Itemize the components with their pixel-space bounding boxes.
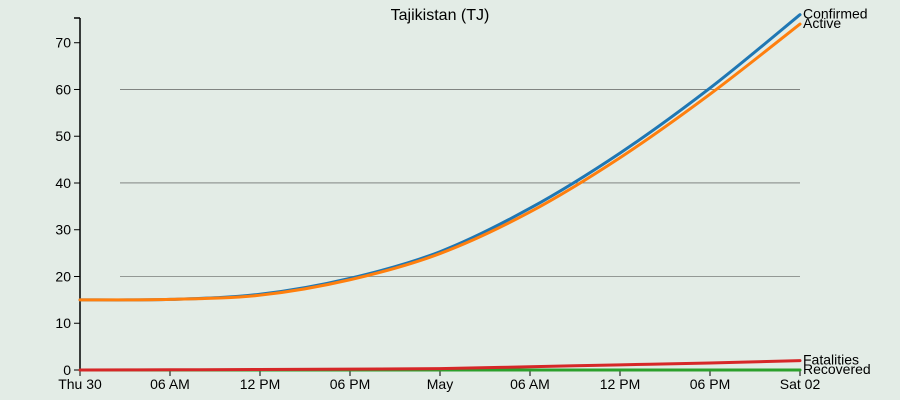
x-tick-label-7: 06 PM [690, 376, 730, 392]
series-label-fatalities: Fatalities [803, 352, 859, 368]
y-tick-label-50: 50 [55, 128, 71, 144]
y-axis: 0 10 20 30 40 50 60 70 [55, 17, 81, 378]
y-tick-label-20: 20 [55, 268, 71, 284]
y-tick-label-60: 60 [55, 81, 71, 97]
chart-title: Tajikistan (TJ) [391, 7, 490, 24]
y-tick-label-40: 40 [55, 175, 71, 191]
y-tick-label-0: 0 [63, 362, 71, 378]
series-label-active: Active [803, 15, 841, 31]
x-tick-label-3: 06 PM [330, 376, 370, 392]
x-tick-label-1: 06 AM [150, 376, 190, 392]
series-line-confirmed [78, 13, 802, 302]
x-tick-label-4: May [427, 376, 453, 392]
x-axis: Thu 30 06 AM 12 PM 06 PM May 06 AM 12 PM 06 PM S… [58, 370, 820, 392]
x-tick-label-5: 06 AM [510, 376, 550, 392]
series-label-confirmed: Confirmed [803, 6, 868, 22]
series-label-recovered: Recovered [803, 361, 871, 377]
gridlines [120, 89, 800, 277]
y-tick-label-70: 70 [55, 35, 71, 51]
y-tick-label-10: 10 [55, 315, 71, 331]
y-tick-label-30: 30 [55, 222, 71, 238]
x-tick-label-0: Thu 30 [58, 376, 102, 392]
x-tick-label-6: 12 PM [600, 376, 640, 392]
x-tick-label-8: Sat 02 [780, 376, 821, 392]
series-line-fatalities [78, 359, 802, 372]
x-tick-label-2: 12 PM [240, 376, 280, 392]
series-lines [78, 13, 802, 372]
series-line-active [78, 22, 802, 302]
